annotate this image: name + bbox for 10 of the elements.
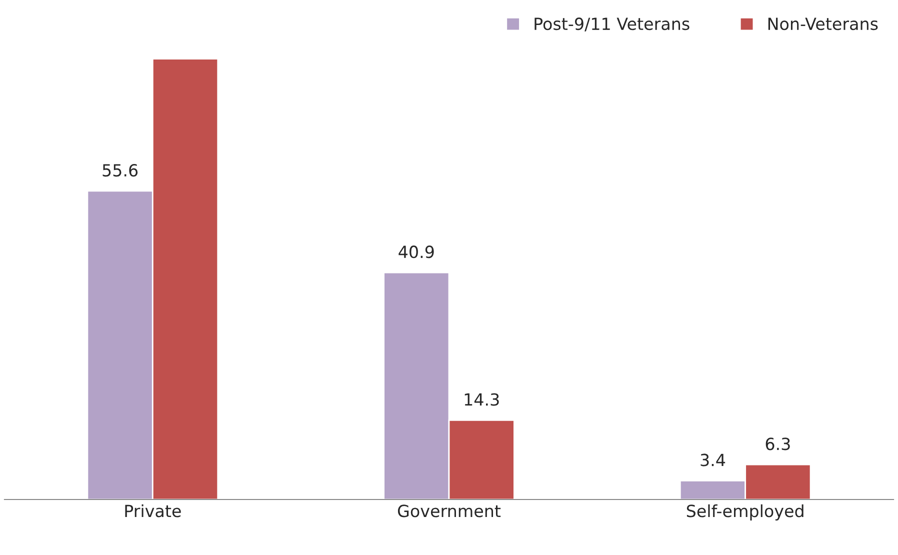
data-label: 3.4 <box>700 454 726 466</box>
x-tick-label: Self-employed <box>686 504 804 520</box>
data-label: 6.3 <box>766 438 790 450</box>
data-label: 40.9 <box>398 246 434 258</box>
data-label: 14.3 <box>464 393 499 406</box>
legend-label: Post-9/11 Veterans <box>534 18 690 32</box>
legend-label: Non-Veterans <box>768 18 878 30</box>
x-tick-label: Private <box>125 504 181 518</box>
x-tick-label: Government <box>398 504 501 518</box>
data-label: 55.6 <box>102 164 138 177</box>
